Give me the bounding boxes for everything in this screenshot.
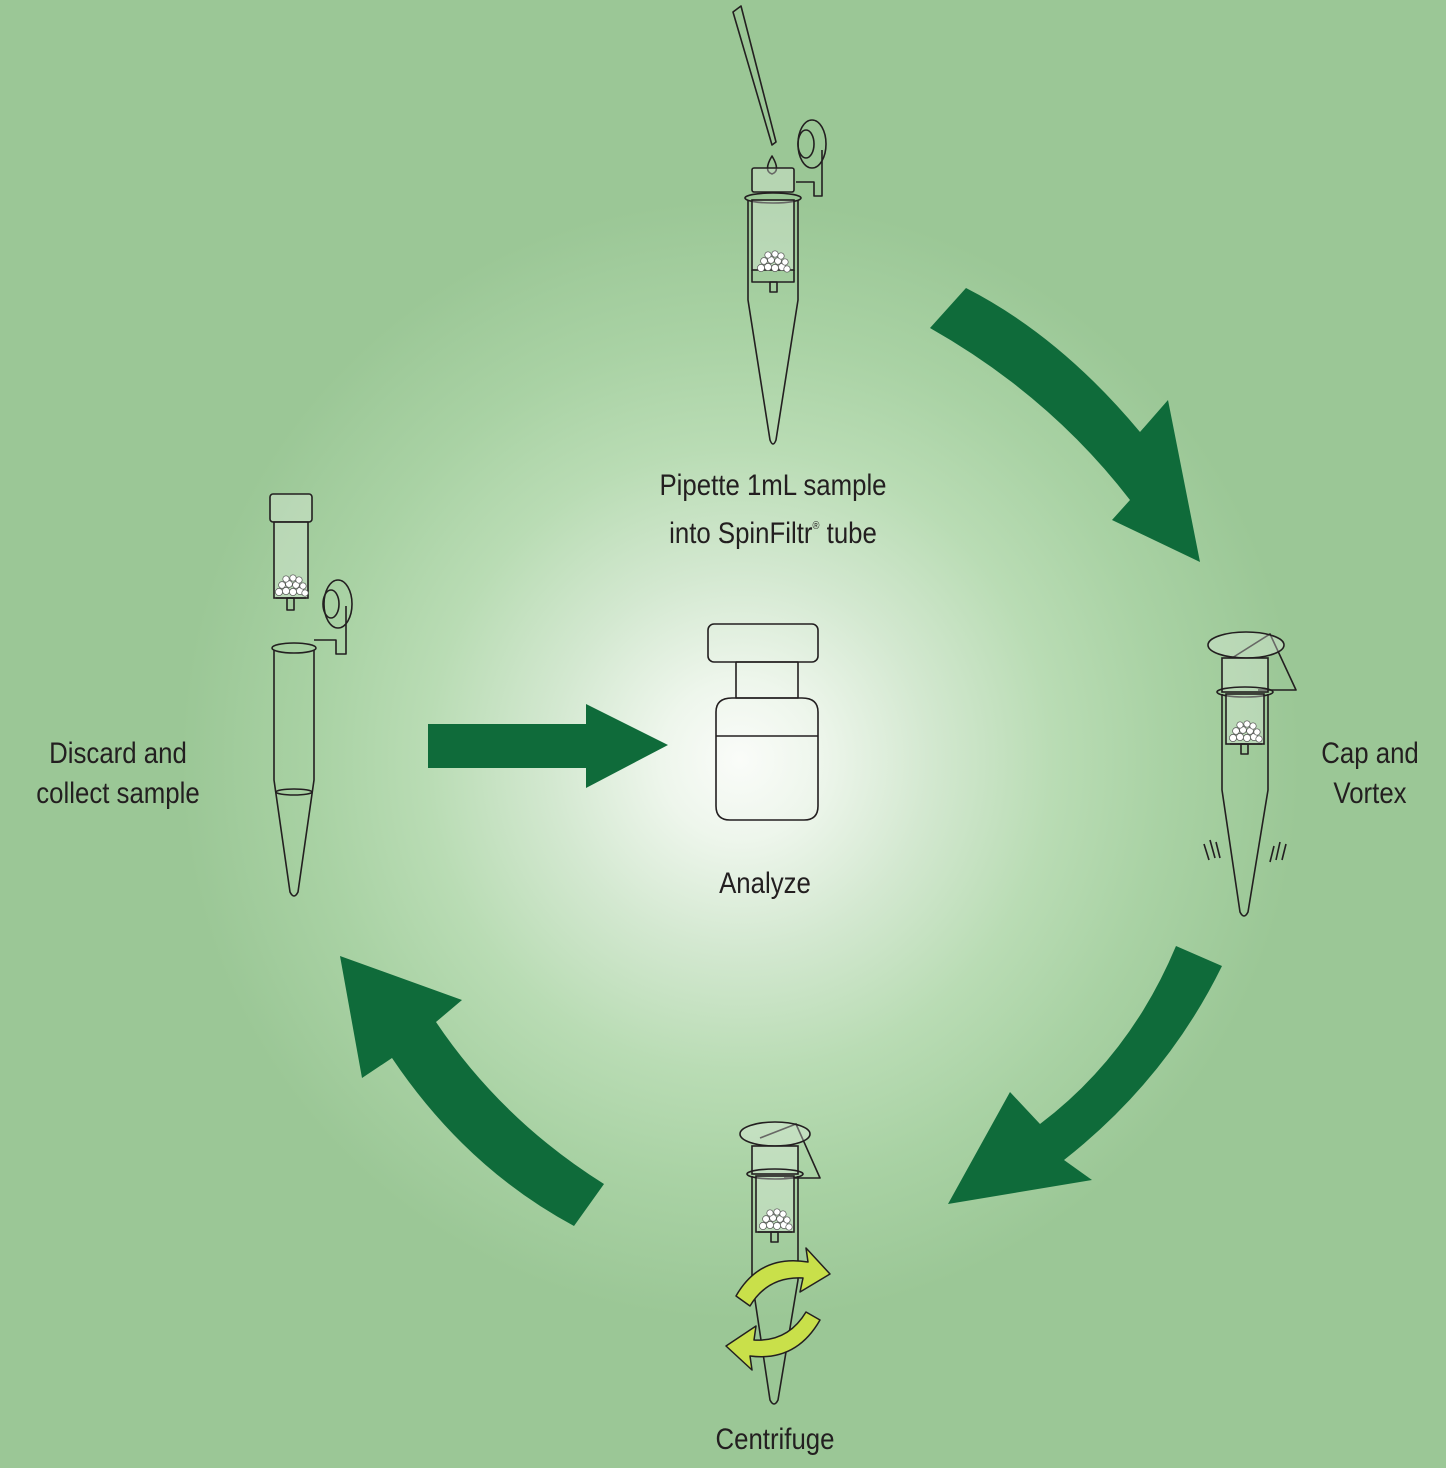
pipette-step-illustration (732, 5, 827, 445)
centrifuge-step-illustration (725, 1121, 831, 1405)
vortex-step-label: Cap and Vortex (1301, 734, 1439, 814)
closed-cap-icon (739, 1121, 811, 1147)
vortex-step-illustration (1203, 631, 1297, 917)
arrow-pipette-to-vortex (930, 288, 1200, 562)
vortex-step-line1: Cap and (1321, 737, 1419, 770)
closed-cap-icon (1207, 631, 1285, 659)
open-cap-icon (796, 119, 827, 197)
pipette-step-label: Pipette 1mL sample into SpinFiltr® tube (623, 466, 924, 554)
spinfiltr-tube-icon (744, 167, 802, 445)
collection-tube-icon (273, 650, 315, 897)
arrow-vortex-to-centrifuge (948, 946, 1222, 1204)
vortex-step-line2: Vortex (1333, 777, 1407, 810)
tube-icon (751, 1176, 799, 1405)
rotation-arrows-icon (725, 1247, 831, 1371)
vial-icon (707, 623, 819, 821)
filter-insert-icon (269, 493, 313, 611)
pipette-tip-icon (732, 5, 777, 146)
pipette-step-line1: Pipette 1mL sample (659, 469, 887, 502)
arrow-centrifuge-to-discard (340, 956, 604, 1226)
discard-step-line2: collect sample (36, 777, 200, 810)
discard-step-label: Discard and collect sample (17, 734, 220, 814)
analyze-label: Analyze (719, 867, 811, 900)
discard-step-illustration (269, 493, 353, 897)
drop-icon (766, 155, 778, 175)
open-cap-icon (314, 579, 353, 655)
centrifuge-step-label: Centrifuge (715, 1423, 835, 1456)
tube-icon (1221, 694, 1269, 917)
vibration-marks-icon (1203, 839, 1287, 863)
arrow-discard-to-analyze (428, 704, 668, 788)
pipette-step-line2: into SpinFiltr® tube (669, 517, 877, 550)
cap-hinge-icon (1231, 633, 1297, 691)
discard-step-line1: Discard and (49, 737, 187, 770)
liquid-level (275, 788, 313, 796)
